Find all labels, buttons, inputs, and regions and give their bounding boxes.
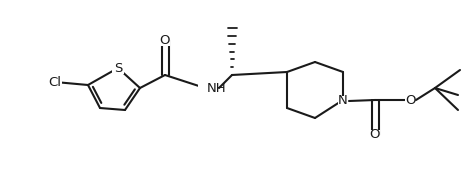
FancyBboxPatch shape [337, 96, 349, 106]
Text: O: O [160, 33, 170, 46]
Text: NH: NH [207, 82, 227, 96]
FancyBboxPatch shape [370, 130, 380, 140]
Text: Cl: Cl [49, 75, 61, 88]
FancyBboxPatch shape [160, 35, 170, 46]
Text: N: N [338, 95, 348, 108]
Text: O: O [405, 93, 415, 106]
Text: O: O [370, 129, 380, 142]
FancyBboxPatch shape [198, 82, 216, 93]
Text: S: S [114, 62, 122, 75]
FancyBboxPatch shape [44, 77, 62, 88]
FancyBboxPatch shape [112, 62, 124, 74]
FancyBboxPatch shape [405, 95, 415, 106]
